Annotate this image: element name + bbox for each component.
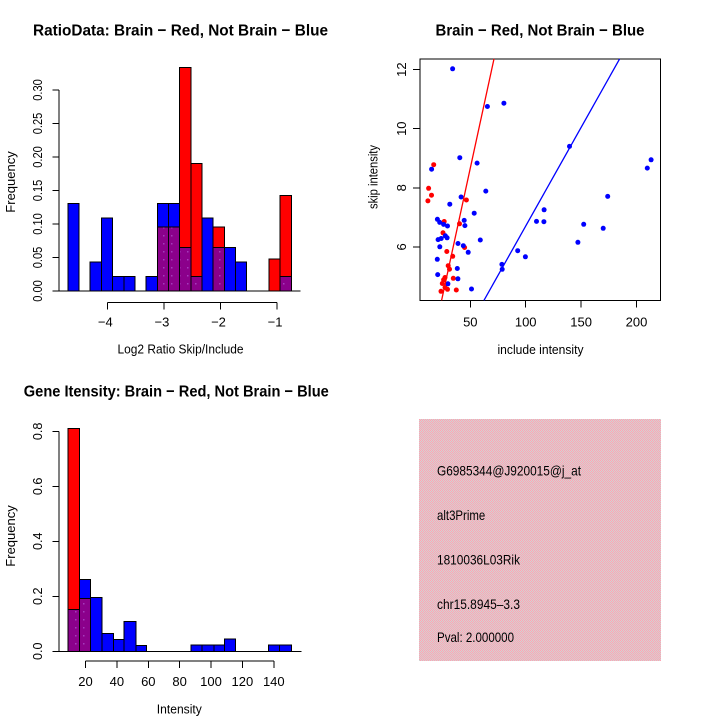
svg-text:100: 100: [200, 674, 222, 689]
svg-text:150: 150: [570, 315, 592, 330]
svg-text:Log2 Ratio Skip/Include: Log2 Ratio Skip/Include: [118, 342, 244, 357]
svg-text:60: 60: [141, 674, 155, 689]
svg-text:skip intensity: skip intensity: [366, 145, 381, 209]
svg-text:0.05: 0.05: [30, 247, 45, 269]
svg-text:−4: −4: [98, 315, 113, 330]
svg-text:−2: −2: [211, 315, 226, 330]
svg-text:0.25: 0.25: [30, 113, 45, 135]
svg-text:20: 20: [78, 674, 92, 689]
svg-text:50: 50: [463, 315, 477, 330]
svg-text:100: 100: [515, 315, 537, 330]
svg-text:alt3Prime: alt3Prime: [437, 507, 485, 523]
svg-text:80: 80: [172, 674, 186, 689]
svg-text:0.4: 0.4: [30, 533, 45, 551]
svg-text:G6985344@J920015@j_at: G6985344@J920015@j_at: [437, 463, 581, 479]
svg-text:chr15.8945–3.3: chr15.8945–3.3: [437, 596, 520, 612]
svg-text:0.2: 0.2: [30, 588, 45, 606]
svg-text:0.6: 0.6: [30, 478, 45, 496]
svg-text:include intensity: include intensity: [498, 342, 584, 357]
svg-text:0.30: 0.30: [30, 79, 45, 101]
svg-text:Brain − Red, Not Brain − Blue: Brain − Red, Not Brain − Blue: [436, 22, 645, 39]
svg-text:0.20: 0.20: [30, 146, 45, 168]
svg-text:140: 140: [263, 674, 285, 689]
svg-text:Frequency: Frequency: [3, 151, 18, 213]
svg-text:40: 40: [110, 674, 124, 689]
svg-text:6: 6: [394, 243, 409, 250]
svg-text:RatioData: Brain − Red, Not Br: RatioData: Brain − Red, Not Brain − Blue: [33, 22, 328, 39]
svg-text:Frequency: Frequency: [3, 505, 18, 567]
svg-text:12: 12: [394, 62, 409, 76]
svg-text:Pval: 2.000000: Pval: 2.000000: [437, 629, 514, 645]
svg-text:0.10: 0.10: [30, 213, 45, 235]
svg-text:10: 10: [394, 121, 409, 135]
svg-text:0.15: 0.15: [30, 180, 45, 202]
svg-text:Gene Itensity: Brain − Red, No: Gene Itensity: Brain − Red, Not Brain − …: [24, 384, 329, 401]
svg-text:120: 120: [232, 674, 254, 689]
svg-text:−1: −1: [268, 315, 283, 330]
svg-text:8: 8: [394, 184, 409, 191]
svg-text:−3: −3: [154, 315, 169, 330]
svg-text:200: 200: [626, 315, 648, 330]
svg-text:Intensity: Intensity: [157, 702, 202, 717]
svg-text:1810036L03Rik: 1810036L03Rik: [437, 552, 521, 568]
svg-text:0.8: 0.8: [30, 423, 45, 441]
svg-text:0.0: 0.0: [30, 643, 45, 661]
svg-text:0.00: 0.00: [30, 280, 45, 302]
